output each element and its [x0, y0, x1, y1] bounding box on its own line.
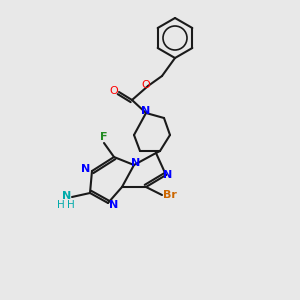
- Text: N: N: [131, 158, 141, 168]
- Text: N: N: [110, 200, 118, 210]
- Text: Br: Br: [163, 190, 177, 200]
- Text: F: F: [100, 132, 108, 142]
- Text: O: O: [110, 86, 118, 96]
- Text: N: N: [81, 164, 91, 174]
- Text: N: N: [141, 106, 151, 116]
- Text: N: N: [164, 170, 172, 180]
- Text: H: H: [67, 200, 75, 210]
- Text: H: H: [57, 200, 65, 210]
- Text: N: N: [62, 191, 72, 201]
- Text: O: O: [142, 80, 150, 90]
